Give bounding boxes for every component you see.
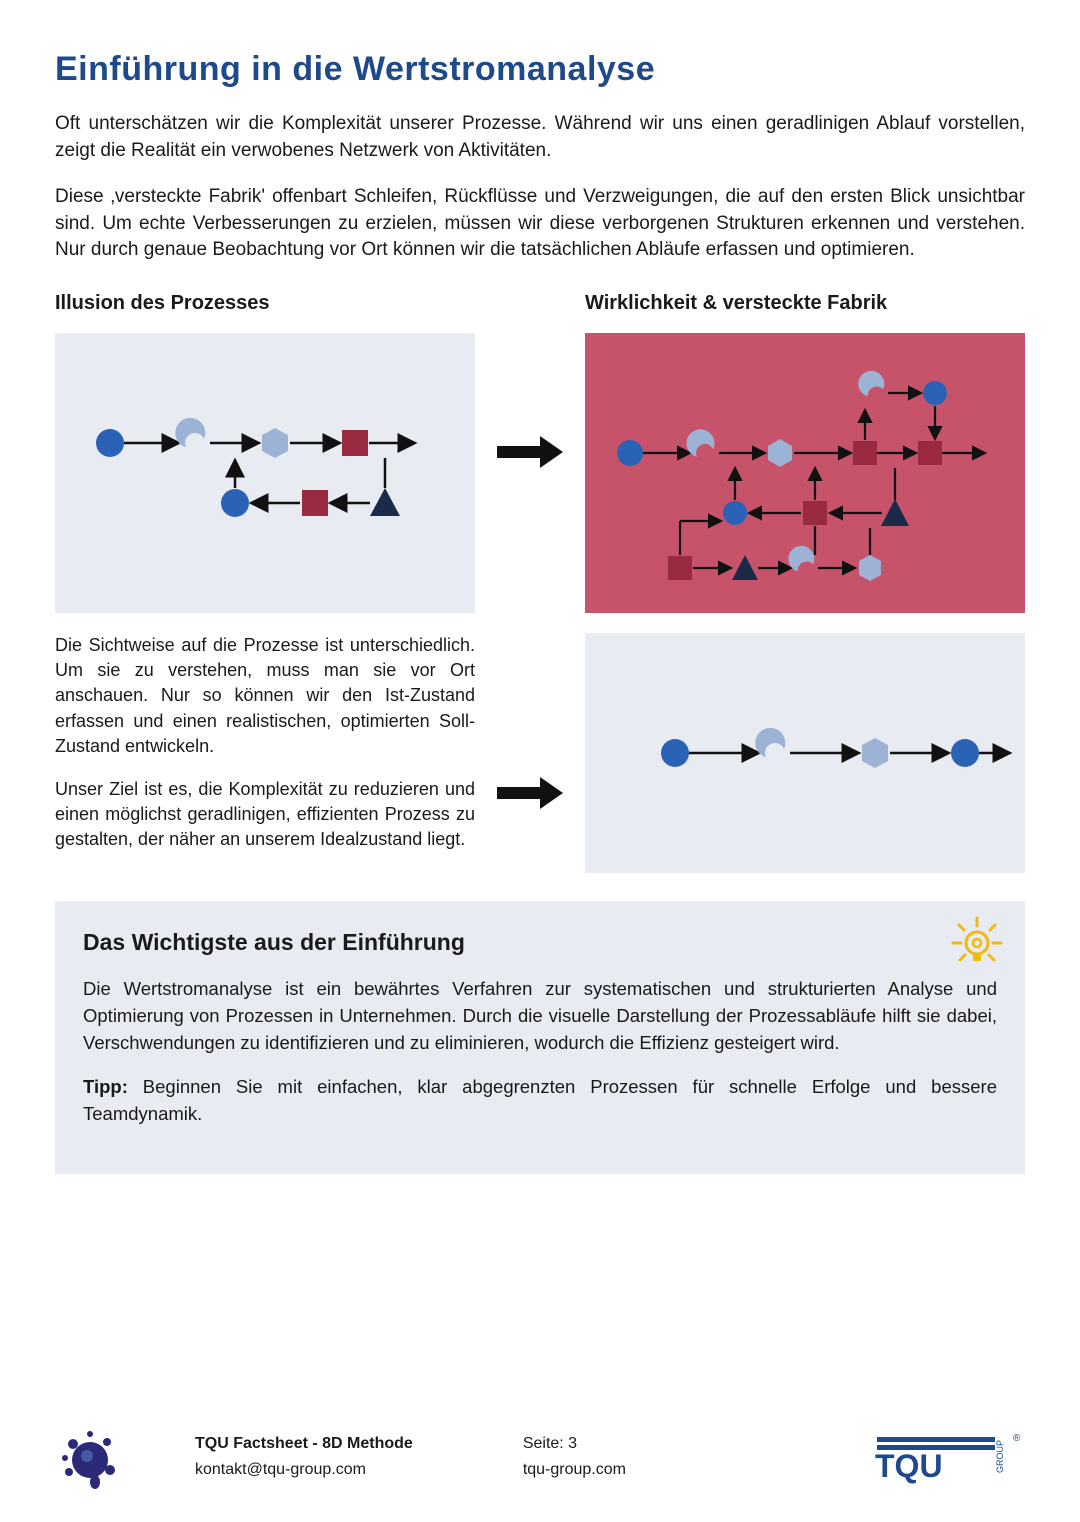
footer-page-info: Seite: 3 tqu-group.com [523,1431,626,1482]
footer-email: kontakt@tqu-group.com [195,1457,413,1483]
svg-text:GROUP: GROUP [995,1440,1005,1473]
ideal-panel [585,633,1025,873]
summary-heading: Das Wichtigste aus der Einführung [83,929,997,956]
footer-doc-title: TQU Factsheet - 8D Methode [195,1431,413,1457]
tip-label: Tipp: [83,1076,128,1097]
page-title: Einführung in die Wertstromanalyse [55,50,1025,89]
illusion-panel [55,333,475,613]
reality-heading: Wirklichkeit & versteckte Fabrik [585,292,1025,315]
svg-text:TQU: TQU [875,1448,943,1484]
splat-icon [55,1422,125,1492]
intro-block: Oft unterschätzen wir die Komplexität un… [55,111,1025,264]
diagram-row-1: Illusion des Prozesses [55,292,1025,613]
diagram-row-2: Die Sichtweise auf die Prozesse ist unte… [55,633,1025,873]
lightbulb-icon [949,915,1005,971]
reality-diagram [585,333,1025,613]
mid-text-column: Die Sichtweise auf die Prozesse ist unte… [55,633,475,873]
footer-page-label: Seite: 3 [523,1431,626,1457]
tip-text: Beginnen Sie mit einfachen, klar abgegre… [83,1076,997,1124]
illusion-diagram [55,333,475,613]
footer-meta: TQU Factsheet - 8D Methode kontakt@tqu-g… [195,1431,413,1482]
midtext-p2: Unser Ziel ist es, die Komplexität zu re… [55,777,475,853]
intro-p2: Diese ‚versteckte Fabrik' offenbart Schl… [55,184,1025,264]
svg-text:®: ® [1013,1433,1021,1444]
footer-website: tqu-group.com [523,1457,626,1483]
summary-tip: Tipp: Beginnen Sie mit einfachen, klar a… [83,1074,997,1128]
reality-panel [585,333,1025,613]
arrow-right-icon [495,773,565,813]
summary-body: Die Wertstromanalyse ist ein bewährtes V… [83,976,997,1056]
midtext-p1: Die Sichtweise auf die Prozesse ist unte… [55,633,475,759]
page-footer: TQU Factsheet - 8D Methode kontakt@tqu-g… [55,1422,1025,1492]
arrow-right-icon [495,432,565,472]
intro-p1: Oft unterschätzen wir die Komplexität un… [55,111,1025,164]
footer-logo: TQU GROUP ® [875,1429,1025,1485]
summary-box: Das Wichtigste aus der Einführung Die We… [55,901,1025,1174]
ideal-diagram [585,633,1025,873]
illusion-heading: Illusion des Prozesses [55,292,475,315]
